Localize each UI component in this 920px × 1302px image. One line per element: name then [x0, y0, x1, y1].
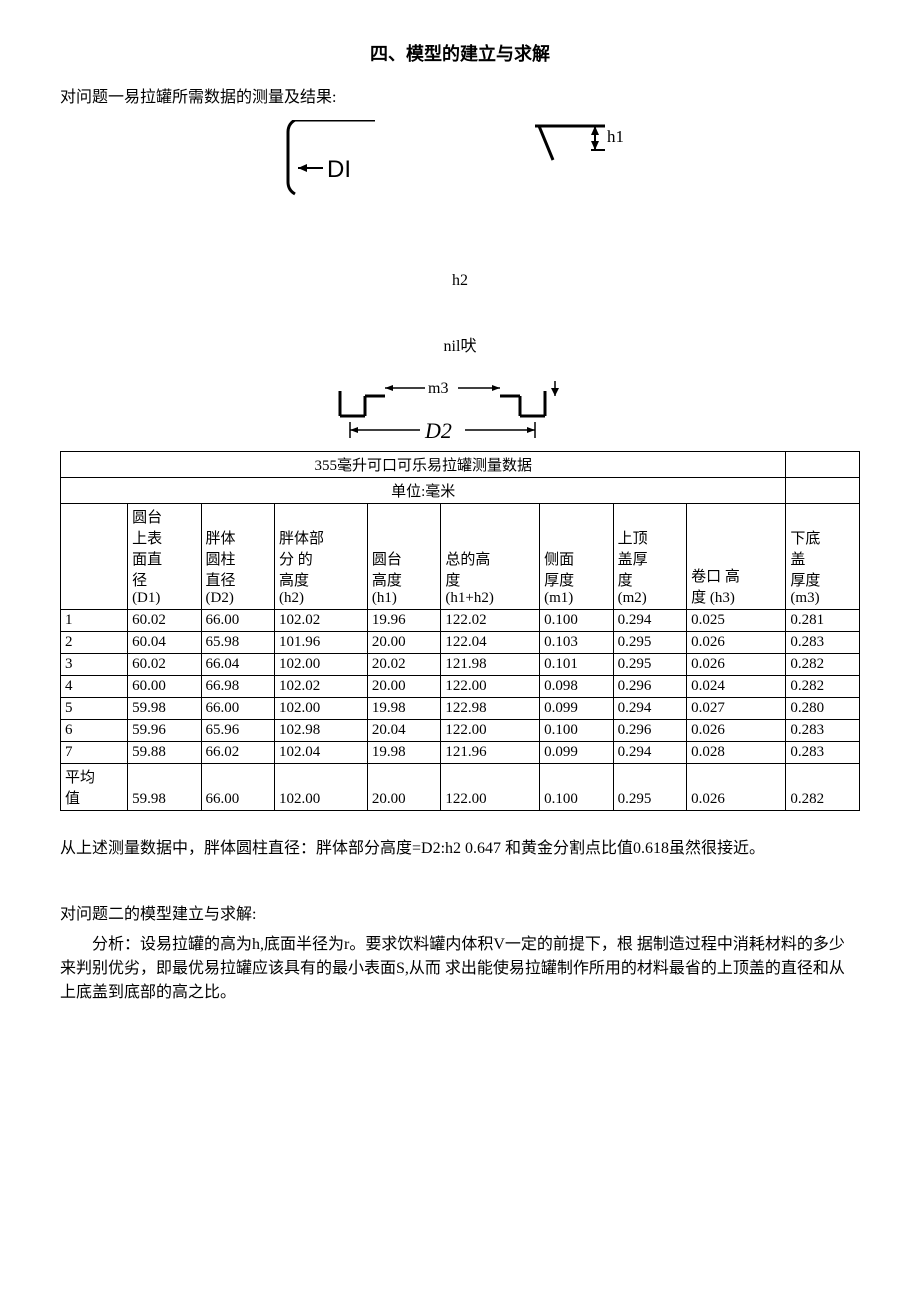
measurement-table: 355毫升可口可乐易拉罐测量数据 单位:毫米 圆台上表面直径(D1) 胖体圆柱直… — [60, 451, 860, 811]
label-di: DI — [327, 156, 351, 183]
col-m2: 上顶盖厚度(m2) — [613, 504, 686, 610]
diagram-d2: m3 D2 — [60, 376, 860, 451]
label-h2: h2 — [60, 272, 860, 290]
label-m3: m3 — [428, 380, 448, 397]
table-row: 260.0465.98101.9620.00122.040.1030.2950.… — [61, 632, 860, 654]
avg-label: 平均值 — [61, 764, 128, 811]
table-row: 460.0066.98102.0220.00122.000.0980.2960.… — [61, 676, 860, 698]
table-row: 659.9665.96102.9820.04122.000.1000.2960.… — [61, 720, 860, 742]
table-row: 559.9866.00102.0019.98122.980.0990.2940.… — [61, 698, 860, 720]
col-d1: 圆台上表面直径(D1) — [128, 504, 201, 610]
col-m1: 侧面厚度(m1) — [540, 504, 613, 610]
col-m3: 下底盖厚度(m3) — [786, 504, 860, 610]
q2-heading: 对问题二的模型建立与求解: — [60, 903, 860, 927]
para-after-table: 从上述测量数据中，胖体圆柱直径：胖体部分高度=D2:h2 0.647 和黄金分割… — [60, 837, 860, 861]
col-h1: 圆台高度(h1) — [367, 504, 440, 610]
table-row: 160.0266.00102.0219.96122.020.1000.2940.… — [61, 610, 860, 632]
table-header-row: 圆台上表面直径(D1) 胖体圆柱直径(D2) 胖体部分 的高度(h2) 圆台高度… — [61, 504, 860, 610]
diagram-h1: h1 — [535, 120, 645, 170]
col-0 — [61, 504, 128, 610]
table-row: 759.8866.02102.0419.98121.960.0990.2940.… — [61, 742, 860, 764]
table-avg-row: 平均值 59.98 66.00 102.00 20.00 122.00 0.10… — [61, 764, 860, 811]
section-title: 四、模型的建立与求解 — [60, 40, 860, 66]
col-h3: 卷口 高度 (h3) — [687, 504, 786, 610]
label-nil: nil吠 — [60, 332, 860, 356]
label-d2: D2 — [424, 418, 452, 443]
col-d2: 胖体圆柱直径(D2) — [201, 504, 274, 610]
table-caption: 355毫升可口可乐易拉罐测量数据 — [61, 452, 786, 478]
table-unit: 单位:毫米 — [61, 478, 786, 504]
label-h1: h1 — [607, 127, 624, 146]
table-row: 360.0266.04102.0020.02121.980.1010.2950.… — [61, 654, 860, 676]
col-h1h2: 总的高度(h1+h2) — [441, 504, 540, 610]
diagram-di: DI — [275, 120, 415, 200]
col-h2: 胖体部分 的高度(h2) — [275, 504, 368, 610]
diagram-row-1: DI h1 — [60, 120, 860, 200]
q2-body: 分析：设易拉罐的高为h,底面半径为r。要求饮料罐内体积V一定的前提下，根 据制造… — [60, 933, 860, 1005]
intro-text: 对问题一易拉罐所需数据的测量及结果: — [60, 86, 860, 110]
